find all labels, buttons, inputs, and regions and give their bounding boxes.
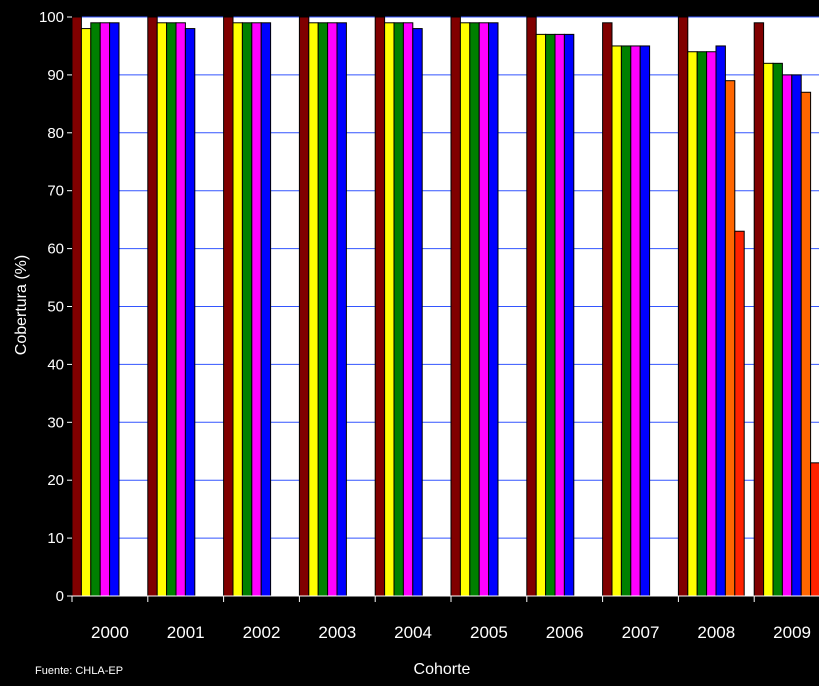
bar [478, 22, 490, 597]
bar [715, 45, 726, 597]
bar [488, 22, 499, 597]
y-tick-label: 70 [47, 183, 64, 200]
x-tick-labels: 2000 2001 2002 2003 2004 2005 2006 2007 2008 2009 [91, 623, 811, 642]
bar [459, 22, 471, 597]
bar [80, 28, 92, 597]
bar [175, 22, 186, 597]
axes [67, 16, 819, 602]
bar [308, 22, 319, 597]
bar [412, 28, 423, 597]
bar [109, 22, 120, 597]
bar [810, 462, 819, 597]
bar [554, 33, 565, 597]
bar [753, 22, 765, 597]
bar [724, 80, 736, 597]
bar [630, 45, 641, 597]
x-tick-label: 2008 [697, 623, 735, 642]
bar [71, 16, 82, 597]
bar [734, 230, 745, 597]
x-axis-title: Cohorte [414, 661, 471, 678]
bar [706, 51, 717, 597]
y-tick-label: 10 [47, 530, 64, 547]
x-tick-label: 2000 [91, 623, 129, 642]
y-tick-label: 30 [47, 414, 64, 431]
x-tick-label: 2003 [318, 623, 356, 642]
bar [223, 16, 234, 597]
bar [639, 45, 651, 597]
bar [687, 51, 698, 597]
bar [696, 51, 708, 597]
bar [791, 74, 802, 597]
bar [241, 22, 253, 597]
bar [327, 22, 338, 597]
x-tick-label: 2006 [546, 623, 584, 642]
bar [563, 33, 575, 597]
bar [156, 22, 168, 597]
bar [763, 62, 774, 597]
bar [772, 62, 783, 597]
bar [317, 22, 329, 597]
bar [374, 16, 386, 597]
x-tick-label: 2002 [243, 623, 281, 642]
y-tick-label: 90 [47, 67, 64, 84]
x-tick-label: 2001 [167, 623, 205, 642]
bar [602, 22, 613, 597]
bar [402, 22, 414, 597]
bar [469, 22, 480, 597]
bar [260, 22, 272, 597]
x-tick-label: 2005 [470, 623, 508, 642]
bar [298, 16, 310, 597]
x-tick-label: 2009 [773, 623, 811, 642]
bar [545, 33, 556, 597]
y-tick-label: 20 [47, 472, 64, 489]
bar [99, 22, 111, 597]
bar [251, 22, 262, 597]
bar [450, 16, 461, 597]
bar [611, 45, 622, 597]
bar [90, 22, 101, 597]
source-note: Fuente: CHLA-EP [35, 665, 123, 677]
bar [166, 22, 177, 597]
bar [535, 33, 547, 597]
bar [620, 45, 632, 597]
bar [232, 22, 243, 597]
y-tick-label: 100 [39, 9, 64, 26]
bar [800, 91, 812, 597]
y-tick-labels: 0 10 20 30 40 50 60 70 80 90 100 [39, 9, 64, 605]
x-tick-label: 2007 [622, 623, 660, 642]
bar [184, 28, 196, 597]
y-tick-label: 50 [47, 299, 64, 316]
y-tick-label: 60 [47, 241, 64, 258]
bar [147, 16, 158, 597]
y-tick-label: 40 [47, 356, 64, 373]
y-axis-title: Cobertura (%) [13, 255, 30, 355]
bar [526, 16, 537, 597]
bar [384, 22, 395, 597]
y-tick-label: 80 [47, 125, 64, 142]
bar [677, 16, 689, 597]
bar [336, 22, 347, 597]
x-tick-label: 2004 [394, 623, 432, 642]
y-tick-label: 0 [56, 588, 64, 605]
bar [781, 74, 793, 597]
bar [393, 22, 404, 597]
